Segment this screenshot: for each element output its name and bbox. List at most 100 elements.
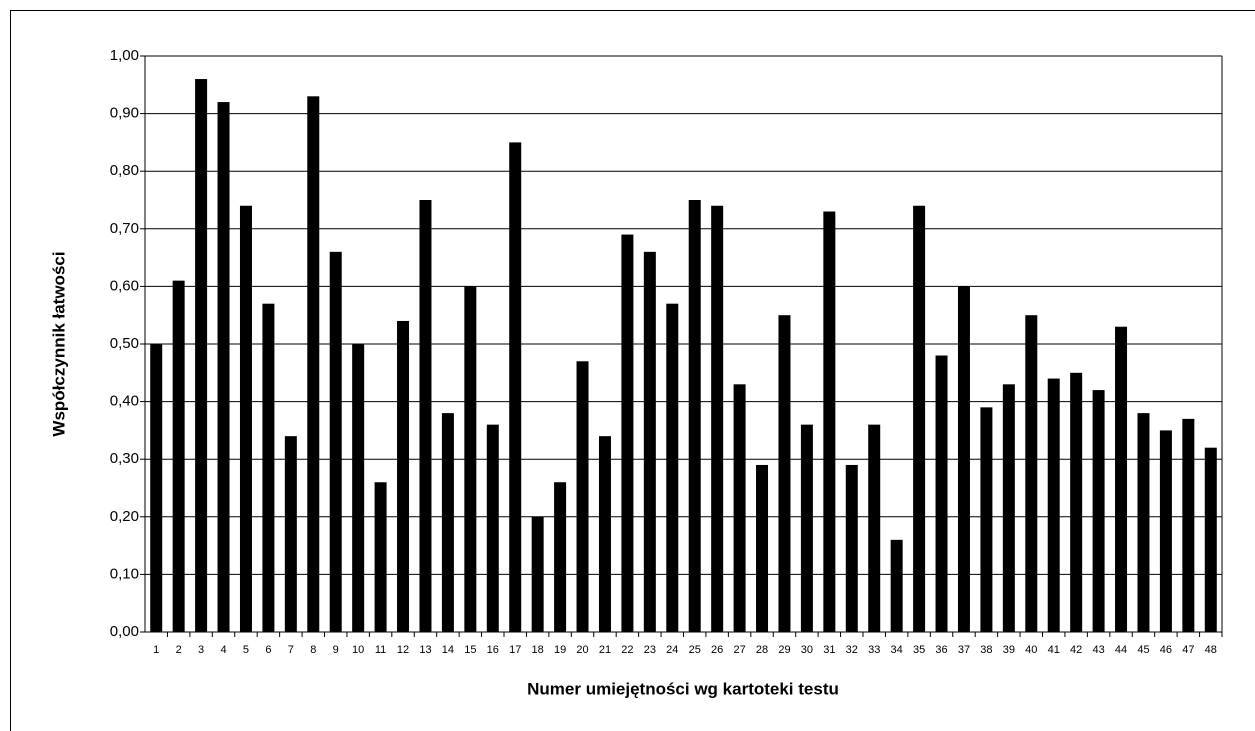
- x-tick-label: 18: [532, 644, 544, 656]
- x-tick-label: 44: [1115, 644, 1127, 656]
- bar: [621, 234, 634, 632]
- y-tick-label: 0,30: [110, 450, 139, 467]
- bar: [666, 303, 679, 632]
- x-tick-label: 43: [1092, 644, 1104, 656]
- bar: [913, 205, 926, 632]
- y-tick-label: 0,00: [110, 623, 139, 640]
- bar: [352, 344, 365, 632]
- x-tick-label: 29: [778, 644, 790, 656]
- chart-border: [10, 10, 1255, 731]
- bar: [486, 424, 499, 632]
- y-tick-label: 1,00: [110, 47, 139, 64]
- y-tick-label: 0,50: [110, 335, 139, 352]
- bar: [531, 516, 544, 632]
- x-tick-label: 11: [375, 644, 386, 656]
- bar: [1025, 315, 1038, 632]
- x-tick-label: 38: [980, 644, 992, 656]
- x-tick-label: 15: [464, 644, 476, 656]
- bar: [307, 96, 320, 632]
- x-tick-label: 28: [756, 644, 768, 656]
- bar: [576, 361, 589, 632]
- bar: [554, 482, 567, 632]
- x-tick-label: 35: [913, 644, 925, 656]
- x-tick-label: 39: [1003, 644, 1015, 656]
- bar: [262, 303, 275, 632]
- x-tick-label: 47: [1182, 644, 1194, 656]
- y-tick-label: 0,60: [110, 277, 139, 294]
- x-tick-label: 6: [265, 644, 271, 656]
- y-tick-label: 0,10: [110, 565, 139, 582]
- x-tick-label: 33: [868, 644, 880, 656]
- x-tick-label: 30: [801, 644, 813, 656]
- bar: [374, 482, 387, 632]
- bar: [935, 355, 948, 632]
- x-tick-label: 9: [333, 644, 339, 656]
- bar: [800, 424, 813, 632]
- bar: [598, 436, 611, 632]
- x-tick-label: 36: [935, 644, 947, 656]
- bar: [217, 102, 230, 632]
- y-axis-title: Współczynnik łatwości: [49, 251, 68, 436]
- x-tick-label: 2: [176, 644, 182, 656]
- bar: [1002, 384, 1015, 632]
- x-axis-title: Numer umiejętności wg kartoteki testu: [527, 679, 839, 698]
- y-tick-label: 0,40: [110, 393, 139, 410]
- x-tick-label: 42: [1070, 644, 1082, 656]
- bar: [441, 413, 454, 632]
- x-tick-label: 32: [846, 644, 858, 656]
- y-tick-label: 0,90: [110, 105, 139, 122]
- x-tick-label: 31: [823, 644, 835, 656]
- x-tick-label: 41: [1048, 644, 1060, 656]
- x-tick-label: 48: [1205, 644, 1217, 656]
- x-tick-label: 22: [621, 644, 633, 656]
- bar: [1137, 413, 1150, 632]
- x-tick-label: 45: [1137, 644, 1149, 656]
- x-tick-label: 19: [554, 644, 566, 656]
- bar: [890, 539, 903, 632]
- x-tick-label: 20: [576, 644, 588, 656]
- bar: [1204, 447, 1217, 632]
- bar: [1047, 378, 1060, 632]
- bar: [464, 286, 477, 632]
- bar: [711, 205, 724, 632]
- bar: [195, 79, 208, 633]
- bar: [1092, 390, 1105, 632]
- x-tick-label: 12: [397, 644, 409, 656]
- x-tick-label: 23: [644, 644, 656, 656]
- bar: [329, 251, 342, 632]
- bar: [509, 142, 522, 632]
- bar: [397, 320, 410, 632]
- bar: [980, 407, 993, 632]
- x-tick-label: 40: [1025, 644, 1037, 656]
- bar: [1070, 372, 1083, 632]
- bar: [733, 384, 746, 632]
- x-tick-label: 1: [153, 644, 159, 656]
- y-tick-label: 0,70: [110, 220, 139, 237]
- bar: [1182, 418, 1195, 632]
- bar: [150, 344, 163, 632]
- x-tick-label: 3: [198, 644, 204, 656]
- bar: [845, 464, 858, 632]
- x-tick-label: 14: [442, 644, 454, 656]
- x-tick-label: 7: [288, 644, 294, 656]
- bar: [284, 436, 297, 632]
- x-tick-label: 25: [689, 644, 701, 656]
- y-tick-label: 0,20: [110, 508, 139, 525]
- x-tick-label: 8: [310, 644, 316, 656]
- bar: [1115, 326, 1128, 632]
- x-tick-label: 16: [487, 644, 499, 656]
- bar: [756, 464, 769, 632]
- bar: [643, 251, 656, 632]
- bar: [868, 424, 881, 632]
- x-tick-label: 37: [958, 644, 970, 656]
- x-tick-label: 24: [666, 644, 678, 656]
- bar: [1159, 430, 1172, 632]
- x-tick-label: 27: [733, 644, 745, 656]
- bar: [778, 315, 791, 632]
- x-tick-label: 5: [243, 644, 249, 656]
- x-tick-label: 46: [1160, 644, 1172, 656]
- x-tick-label: 10: [352, 644, 364, 656]
- y-tick-label: 0,80: [110, 162, 139, 179]
